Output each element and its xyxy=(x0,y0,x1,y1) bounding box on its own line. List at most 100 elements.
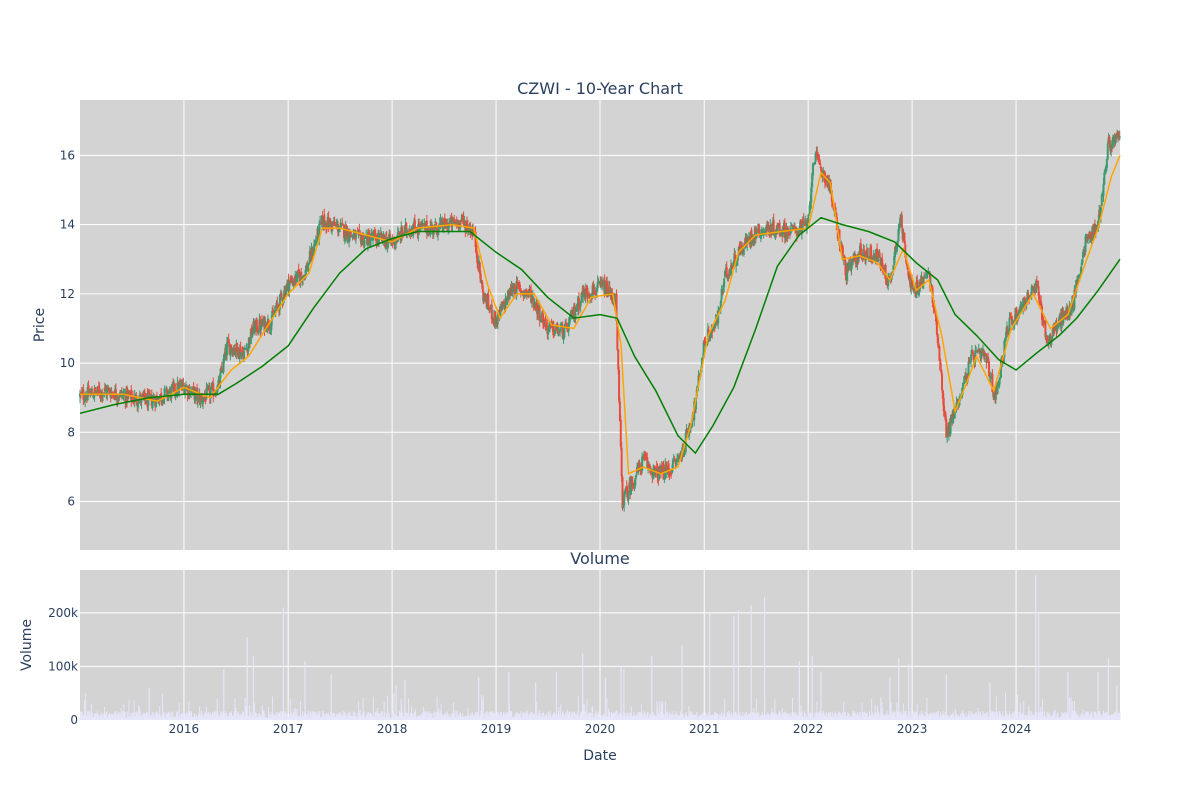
candle-body xyxy=(686,430,689,435)
candle-body xyxy=(367,233,370,235)
candle-body xyxy=(898,225,901,231)
candle-body xyxy=(1011,316,1014,325)
candle-body xyxy=(245,347,248,351)
candle-body xyxy=(496,311,499,325)
candle-body xyxy=(299,272,302,283)
candle-body xyxy=(897,229,900,242)
candle-body xyxy=(625,486,628,493)
candle-body xyxy=(820,168,823,172)
candle-body xyxy=(620,447,623,477)
candle-body xyxy=(675,460,678,463)
candle-body xyxy=(179,383,182,387)
candle-body xyxy=(1084,235,1087,252)
candle-body xyxy=(393,238,396,246)
candle-body xyxy=(466,222,469,225)
candle-body xyxy=(307,263,310,265)
candle-body xyxy=(764,229,767,231)
candle-body xyxy=(841,245,844,248)
candle-body xyxy=(916,279,919,286)
candle-body xyxy=(513,286,516,294)
candle-body xyxy=(188,386,191,397)
date-axis-label: Date xyxy=(583,748,616,764)
candle-body xyxy=(816,151,819,157)
date-xtick-label: 2018 xyxy=(377,722,408,736)
candle-body xyxy=(659,470,662,474)
candle-body xyxy=(568,318,571,325)
candle-body xyxy=(617,349,620,370)
candle-body xyxy=(942,397,945,411)
date-xtick-label: 2016 xyxy=(169,722,200,736)
candle-body xyxy=(1040,301,1043,306)
candle-body xyxy=(644,457,647,460)
candle-body xyxy=(800,220,803,233)
candle-body xyxy=(222,358,225,373)
candle-body xyxy=(876,248,879,261)
candle-body xyxy=(616,320,619,350)
candle-body xyxy=(899,217,902,228)
candle-body xyxy=(565,323,568,330)
candle-body xyxy=(162,396,165,404)
candle-body xyxy=(702,342,705,357)
candle-body xyxy=(230,344,233,351)
candle-body xyxy=(638,462,641,469)
candle-body xyxy=(579,301,582,307)
candle-body xyxy=(1005,331,1008,339)
candle-body xyxy=(219,373,222,388)
candle-body xyxy=(97,386,100,390)
candle-body xyxy=(210,385,213,390)
candle-body xyxy=(717,310,720,324)
candle-body xyxy=(846,264,849,281)
candle-body xyxy=(87,385,90,396)
date-xtick-label: 2022 xyxy=(793,722,824,736)
candle-body xyxy=(635,474,638,478)
candle-body xyxy=(229,346,232,356)
candle-body xyxy=(618,369,621,402)
price-panel[interactable]: 6 8 10 12 14 16 xyxy=(60,100,1121,550)
candle-body xyxy=(295,271,298,283)
candle-body xyxy=(557,332,560,336)
candle-body xyxy=(977,349,980,353)
candle-body xyxy=(563,327,566,338)
candle-body xyxy=(843,259,846,261)
candle-body xyxy=(841,247,844,260)
candle-body xyxy=(115,396,118,401)
candle-body xyxy=(671,460,674,470)
date-xtick-label: 2020 xyxy=(585,722,616,736)
candle-body xyxy=(989,376,992,379)
candle-body xyxy=(759,235,762,240)
volume-panel[interactable]: 0 100k 200k 2016 2017 2018 2019 2020 2021 2022 202… xyxy=(48,570,1121,736)
candle-body xyxy=(904,244,907,258)
candle-body xyxy=(1068,306,1071,320)
candle-body xyxy=(862,249,865,259)
candle-body xyxy=(433,224,436,232)
candle-body xyxy=(372,232,375,235)
candle-body xyxy=(924,273,927,275)
candle-body xyxy=(1075,279,1078,293)
candle-body xyxy=(998,379,1001,387)
candle-body xyxy=(793,226,796,229)
candle-body xyxy=(257,331,260,334)
candle-body xyxy=(867,256,870,258)
candle-body xyxy=(1118,136,1121,139)
candle-body xyxy=(783,222,786,239)
candle-body xyxy=(1064,311,1067,319)
candle-body xyxy=(474,231,477,248)
candle-body xyxy=(809,200,812,206)
candle-body xyxy=(394,241,397,247)
candle-body xyxy=(673,460,676,462)
candle-body xyxy=(484,294,487,302)
candle-body xyxy=(668,471,671,475)
candle-body xyxy=(746,236,749,246)
candle-body xyxy=(940,369,943,373)
candle-body xyxy=(661,465,664,467)
candle-body xyxy=(1115,136,1118,138)
candle-body xyxy=(1104,172,1107,174)
candle-body xyxy=(844,260,847,276)
candle-body xyxy=(930,284,933,287)
candle-body xyxy=(983,353,986,357)
candle-body xyxy=(894,246,897,258)
candle-body xyxy=(606,281,609,297)
candle-body xyxy=(859,243,862,253)
candle-body xyxy=(475,245,478,254)
candle-body xyxy=(643,455,646,457)
